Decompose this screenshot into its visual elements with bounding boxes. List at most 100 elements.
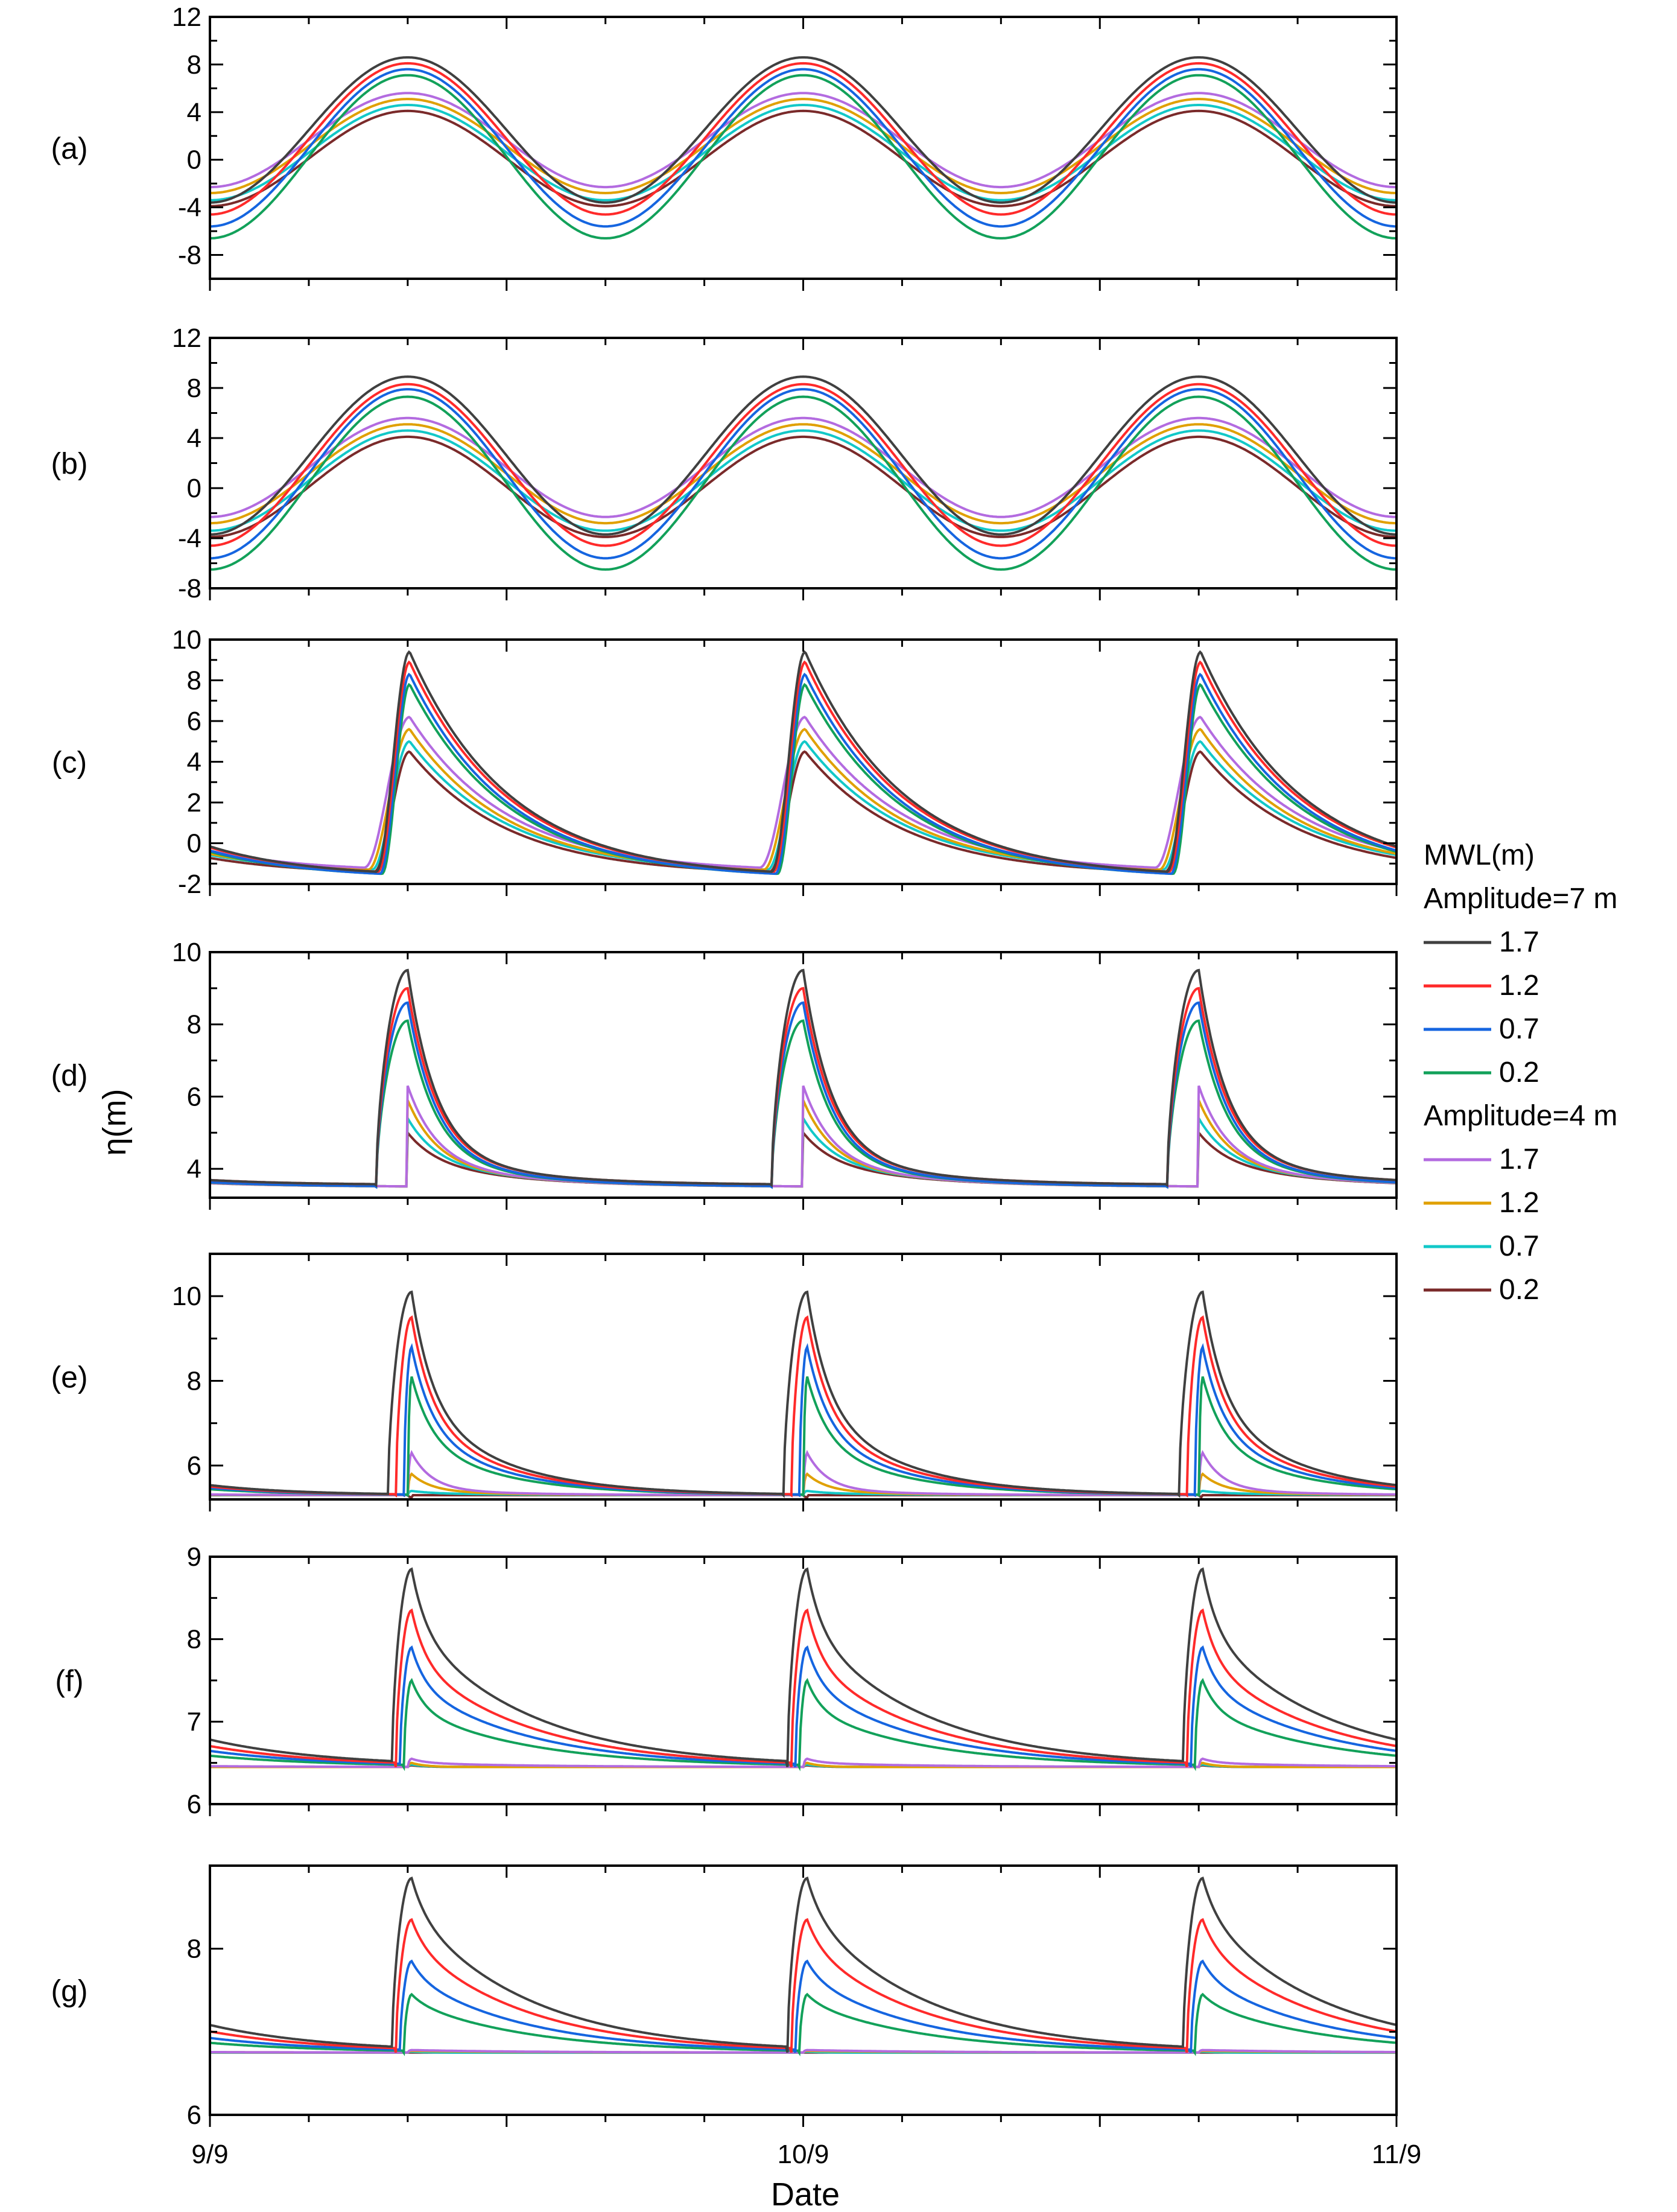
y-tick-label: 8 <box>187 1367 201 1396</box>
y-tick-label: -8 <box>178 574 201 603</box>
y-tick-label: 8 <box>187 1010 201 1040</box>
series-line-a7-mwl0-7 <box>210 1645 1396 1768</box>
series-line-a7-mwl1-7 <box>210 968 1396 1188</box>
x-tick-label: 10/9 <box>778 2140 829 2169</box>
y-tick-label: 6 <box>187 1451 201 1481</box>
y-tick-label: 8 <box>187 1934 201 1964</box>
series-line-a4-mwl1-7 <box>210 416 1396 518</box>
legend-title: MWL(m) <box>1424 839 1535 871</box>
series-line-a4-mwl1-7 <box>210 716 1396 869</box>
y-tick-label: 4 <box>187 424 201 453</box>
series-line-a4-mwl0-2 <box>210 435 1396 538</box>
series-line-a7-mwl0-2 <box>210 1992 1396 2057</box>
series-line-a7-mwl1-2 <box>210 383 1396 547</box>
series-line-a7-mwl1-2 <box>210 987 1396 1188</box>
series-group <box>210 1876 1396 2057</box>
series-line-a7-mwl0-2 <box>210 1677 1396 1772</box>
legend: MWL(m) Amplitude=7 m 1.7 1.2 0.7 0.2 Amplitude… <box>1424 839 1618 1306</box>
y-tick-label: 10 <box>172 1282 201 1311</box>
y-tick-label: 6 <box>187 1082 201 1111</box>
series-line-a7-mwl0-2 <box>210 1019 1396 1189</box>
plot-frame <box>209 1864 1398 2116</box>
panel-c: -2 0 2 4 6 8 10 (c) <box>52 625 1398 899</box>
series-line-a4-mwl1-7 <box>210 1757 1396 1769</box>
panel-f: 6 7 8 9 (f) <box>55 1542 1398 1819</box>
series-line-a4-mwl0-2 <box>210 750 1396 873</box>
series-line-a4-mwl0-7 <box>210 104 1396 202</box>
series-group <box>210 1290 1396 1499</box>
y-tick-label: -2 <box>178 869 201 899</box>
series-line-a4-mwl1-2 <box>210 423 1396 525</box>
legend-item-label: 0.7 <box>1499 1230 1539 1262</box>
series-line-a4-mwl1-2 <box>210 728 1396 871</box>
legend-item-label: 0.2 <box>1499 1057 1539 1089</box>
panel-label: (b) <box>51 447 87 481</box>
series-line-a4-mwl0-7 <box>210 429 1396 532</box>
plot-frame <box>209 337 1398 590</box>
y-tick-label: -8 <box>178 241 201 270</box>
panel-label: (e) <box>51 1361 87 1394</box>
legend-group-label: Amplitude=7 m <box>1424 883 1618 915</box>
series-line-a7-mwl0-7 <box>210 1959 1396 2053</box>
panel-g: 6 8 (g) <box>51 1864 1398 2130</box>
series-line-a7-mwl0-2 <box>210 74 1396 240</box>
y-tick-label: 2 <box>187 788 201 818</box>
y-tick-label: 10 <box>172 625 201 655</box>
y-tick-label: 0 <box>187 829 201 859</box>
series-line-a7-mwl0-2 <box>210 682 1396 876</box>
panel-d: 4 6 8 10 (d) <box>51 938 1398 1210</box>
y-tick-label: 4 <box>187 748 201 777</box>
y-tick-label: 8 <box>187 1625 201 1654</box>
y-tick-label: -4 <box>178 193 201 223</box>
y-tick-label: 12 <box>172 2 201 32</box>
y-tick-label: 8 <box>187 373 201 403</box>
legend-item-label: 0.2 <box>1499 1274 1539 1306</box>
panel-a: -8 -4 0 4 8 12 (a) <box>51 2 1398 291</box>
series-group <box>210 650 1396 876</box>
series-line-a7-mwl1-7 <box>210 650 1396 873</box>
legend-item-label: 1.7 <box>1499 926 1539 958</box>
legend-item-label: 0.7 <box>1499 1013 1539 1045</box>
legend-item-label: 1.2 <box>1499 1187 1539 1219</box>
series-line-a4-mwl1-2 <box>210 98 1396 195</box>
series-line-a7-mwl0-2 <box>210 395 1396 571</box>
x-tick-label: 11/9 <box>1372 2140 1421 2169</box>
series-line-a7-mwl0-2 <box>210 1376 1396 1498</box>
series-line-a7-mwl1-7 <box>210 1876 1396 2053</box>
legend-group-label: Amplitude=4 m <box>1424 1100 1618 1132</box>
series-line-a7-mwl0-7 <box>210 1001 1396 1189</box>
series-group <box>210 56 1396 240</box>
panel-e: 6 8 10 (e) <box>51 1253 1398 1511</box>
series-line-a7-mwl1-2 <box>210 1608 1396 1768</box>
series-line-a7-mwl1-2 <box>210 1315 1396 1498</box>
series-line-a4-mwl1-7 <box>210 92 1396 189</box>
y-tick-label: 12 <box>172 323 201 353</box>
series-line-a7-mwl1-7 <box>210 375 1396 536</box>
series-line-a7-mwl1-7 <box>210 1567 1396 1767</box>
series-group <box>210 375 1396 571</box>
x-tick-label: 9/9 <box>191 2140 228 2169</box>
series-line-a4-mwl1-7 <box>210 2048 1396 2054</box>
y-tick-label: 8 <box>187 666 201 696</box>
y-tick-label: 8 <box>187 50 201 80</box>
series-group <box>210 968 1396 1189</box>
panel-label: (a) <box>51 132 87 165</box>
y-tick-label: 10 <box>172 938 201 967</box>
panel-label: (f) <box>55 1664 83 1698</box>
y-tick-label: 4 <box>187 98 201 127</box>
y-tick-label: 9 <box>187 1542 201 1572</box>
series-line-a4-mwl1-7 <box>210 1085 1396 1188</box>
y-tick-label: -4 <box>178 524 201 553</box>
y-tick-label: 0 <box>187 474 201 503</box>
series-group <box>210 1567 1396 1772</box>
series-line-a4-mwl0-2 <box>210 109 1396 208</box>
y-tick-label: 4 <box>187 1154 201 1184</box>
series-line-a7-mwl1-7 <box>210 1290 1396 1498</box>
series-line-a7-mwl0-7 <box>210 1343 1396 1498</box>
y-tick-label: 6 <box>187 1790 201 1819</box>
series-line-a7-mwl1-2 <box>210 1918 1396 2053</box>
series-line-a4-mwl0-7 <box>210 740 1396 871</box>
series-line-a7-mwl1-2 <box>210 660 1396 873</box>
y-axis-title: η(m) <box>97 1089 133 1156</box>
